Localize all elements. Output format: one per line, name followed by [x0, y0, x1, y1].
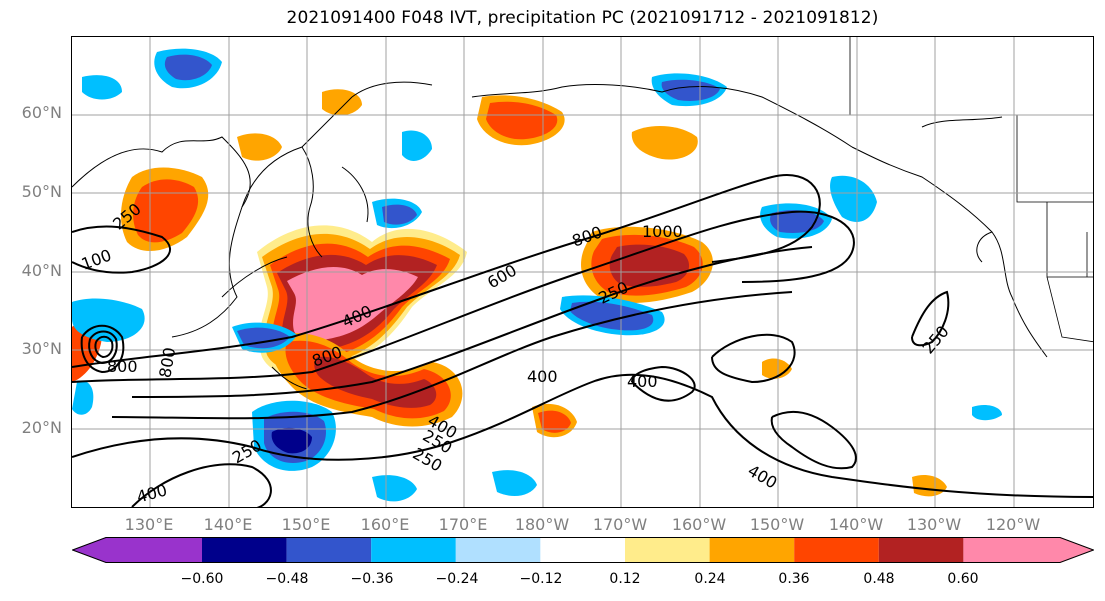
political-borders	[849, 37, 1093, 343]
colorbar-segment	[878, 537, 964, 563]
colorbar-tick-label: −0.24	[435, 571, 479, 587]
contour-label: 400	[135, 480, 169, 506]
colorbar-segment	[455, 537, 541, 563]
map-title: 2021091400 F048 IVT, precipitation PC (2…	[286, 8, 879, 28]
lon-label: 130°E	[124, 515, 174, 534]
lon-label: 140°W	[828, 515, 884, 534]
colorbar-segment	[794, 537, 879, 563]
colorbar-tick-label: 0.12	[609, 571, 641, 587]
colorbar-segment	[709, 537, 795, 563]
contour-label: 400	[745, 461, 781, 493]
contour-label: 800	[155, 346, 179, 379]
lat-label-40n: 40°N	[21, 261, 62, 280]
colorbar-tick-label: −0.60	[180, 571, 224, 587]
colorbar-tick-label: −0.12	[519, 571, 563, 587]
colorbar-segment	[371, 537, 456, 563]
lat-label-50n: 50°N	[21, 182, 62, 201]
colorbar-tick-label: −0.48	[265, 571, 309, 587]
colorbar-outline	[72, 537, 1094, 563]
map-svg: 1000 800 600 400 250 250 400 800 800 400…	[72, 37, 1093, 507]
precip-positive-shading	[72, 89, 947, 497]
colorbar-tick-label: 0.24	[694, 571, 726, 587]
lon-label: 160°W	[671, 515, 727, 534]
lat-label-20n: 20°N	[21, 418, 62, 437]
contour-label: 600	[484, 261, 520, 293]
colorbar-tick-label: 0.60	[947, 571, 979, 587]
colorbar-segment	[72, 537, 202, 563]
lon-label: 150°W	[749, 515, 805, 534]
colorbar-tick-label: 0.36	[778, 571, 810, 587]
lat-label-30n: 30°N	[21, 339, 62, 358]
colorbar-segment	[540, 537, 625, 563]
lon-label: 180°W	[514, 515, 570, 534]
contour-label: 400	[527, 367, 558, 386]
contour-label: 1000	[642, 222, 683, 241]
contour-label: 250	[919, 322, 953, 358]
contour-label: 800	[107, 357, 138, 376]
colorbar-segment	[625, 537, 710, 563]
colorbar-tick-label: −0.36	[350, 571, 394, 587]
lon-label: 120°W	[985, 515, 1041, 534]
contour-label: 100	[79, 245, 114, 273]
ivt-contours	[72, 174, 1093, 507]
colorbar-segment	[286, 537, 372, 563]
colorbar-segment	[202, 537, 287, 563]
lon-label: 130°W	[906, 515, 962, 534]
lon-label: 170°W	[592, 515, 648, 534]
coastlines	[72, 81, 1048, 390]
colorbar-segment	[963, 537, 1094, 563]
colorbar-tick-label: 0.48	[863, 571, 895, 587]
lon-label: 140°E	[203, 515, 253, 534]
contour-labels: 1000 800 600 400 250 250 400 800 800 400…	[79, 199, 953, 506]
lon-label: 160°E	[360, 515, 410, 534]
colorbar	[72, 537, 1094, 563]
lon-label: 170°E	[438, 515, 488, 534]
graticule	[72, 37, 1093, 507]
map-panel: 1000 800 600 400 250 250 400 800 800 400…	[71, 36, 1094, 508]
lon-label: 150°E	[281, 515, 331, 534]
lat-label-60n: 60°N	[21, 103, 62, 122]
contour-label: 400	[627, 372, 658, 391]
